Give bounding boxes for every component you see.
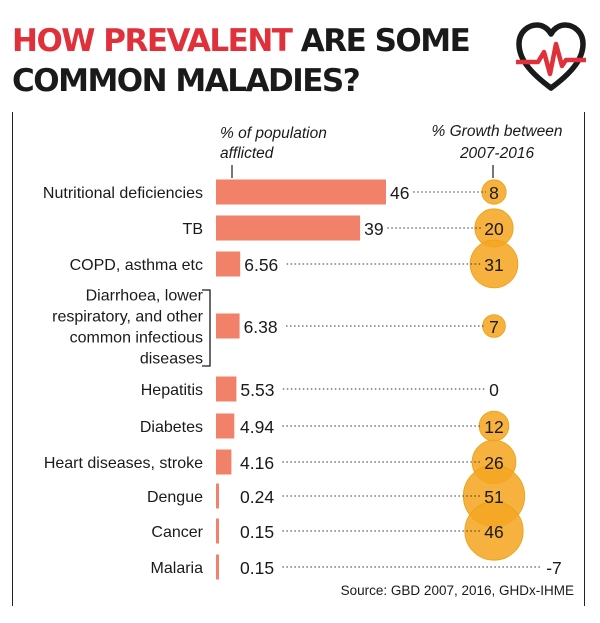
data-bar [216,179,386,205]
chart-frame [12,112,585,606]
growth-value-label: 46 [484,522,503,542]
category-label: respiratory, and other [52,309,204,326]
source-note: Source: GBD 2007, 2016, GHDx-IHME [341,583,574,598]
category-label: TB [183,221,203,238]
category-label: Heart diseases, stroke [44,455,203,472]
category-label: Malaria [151,560,204,577]
data-bar [216,376,237,402]
data-bar [216,413,235,439]
data-bar [216,449,232,475]
category-label: Cancer [151,524,203,541]
bar-value-label: 0.15 [240,558,274,578]
category-label: COPD, asthma etc [70,257,203,274]
growth-value-label: 0 [489,380,499,400]
growth-value-label: 31 [484,255,503,275]
growth-value-label: 8 [489,183,499,203]
category-bracket [202,289,211,367]
growth-bubble [469,239,519,289]
growth-value-label: 51 [484,487,503,507]
bar-value-label: 6.38 [244,317,278,337]
bar-value-label: 4.94 [240,417,274,437]
chart-title-line-2: COMMON MALADIES? [12,63,361,99]
growth-value-label: 20 [484,219,504,239]
bar-value-label: 0.24 [240,487,274,507]
header-population-afflicted: % of population [220,125,327,142]
category-label: Diabetes [140,419,203,436]
data-bar [216,554,219,580]
category-label: Hepatitis [141,382,203,399]
category-label: Nutritional deficiencies [43,185,203,202]
chart-title-rest: ARE SOME [291,23,471,59]
growth-value-label: 12 [484,417,503,437]
bar-value-label: 0.15 [240,522,274,542]
bar-value-label: 6.56 [244,255,278,275]
data-bar [216,251,241,277]
category-label: Dengue [147,489,203,506]
bar-value-label: 4.16 [240,453,274,473]
bar-value-label: 46 [390,183,409,203]
data-bar [216,483,219,509]
growth-bubble [464,501,524,561]
data-bar [216,518,219,544]
category-label: common infectious [70,330,203,347]
chart-title-line-1: HOW PREVALENT ARE SOME [12,22,471,60]
growth-value-label: 26 [484,453,503,473]
header-population-afflicted: afflicted [220,145,275,162]
category-label: diseases [140,351,203,368]
header-growth: % Growth between [432,123,563,140]
bar-value-label: 5.53 [240,380,274,400]
growth-value-label: -7 [546,558,562,578]
data-bar [216,313,240,339]
chart-title-accent: HOW PREVALENT [12,23,293,59]
growth-value-label: 7 [489,317,499,337]
heart-pulse-icon [516,22,586,91]
header-growth: 2007-2016 [459,145,535,162]
bar-value-label: 39 [364,219,383,239]
data-bar [216,215,361,241]
category-label: Diarrhoea, lower [86,288,204,305]
